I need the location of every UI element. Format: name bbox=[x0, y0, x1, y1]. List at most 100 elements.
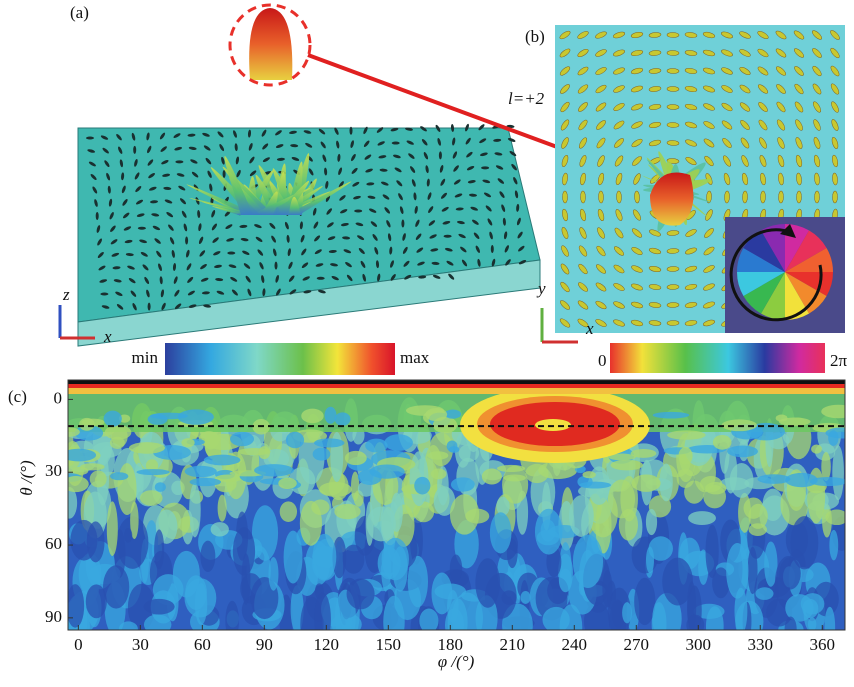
colorbar bbox=[610, 343, 825, 373]
heat-blob bbox=[632, 474, 661, 491]
heat-blob bbox=[252, 505, 278, 560]
heat-blob bbox=[225, 601, 239, 641]
heat-blob bbox=[200, 541, 215, 572]
axis-label: z bbox=[62, 285, 70, 304]
heat-blob bbox=[110, 472, 128, 480]
x-tick-label: 270 bbox=[624, 635, 650, 654]
heat-blob bbox=[70, 520, 97, 561]
heat-blob bbox=[129, 442, 165, 454]
colorbar-label: max bbox=[400, 348, 430, 367]
x-tick-label: 300 bbox=[686, 635, 712, 654]
heat-blob bbox=[686, 615, 704, 636]
molecule bbox=[580, 191, 585, 203]
heat-blob bbox=[370, 464, 405, 478]
panel-c: (c) θ /(°) φ /(°) 0306090120150180210240… bbox=[8, 380, 854, 671]
y-tick-label: 60 bbox=[45, 534, 62, 553]
y-tick-label: 90 bbox=[45, 607, 62, 626]
heat-blob bbox=[66, 584, 84, 628]
heat-blob bbox=[185, 466, 217, 477]
heat-blob bbox=[705, 482, 726, 494]
x-axis-label: φ /(°) bbox=[438, 652, 475, 671]
top-band bbox=[68, 388, 845, 394]
heat-blob bbox=[497, 465, 525, 472]
heat-blob bbox=[727, 446, 758, 458]
heat-blob bbox=[602, 570, 612, 608]
y-axis-label: θ /(°) bbox=[17, 460, 36, 496]
heat-blob bbox=[90, 471, 107, 488]
heat-blob bbox=[107, 501, 118, 556]
heat-blob bbox=[490, 512, 512, 553]
heat-blob bbox=[810, 477, 847, 486]
heat-blob bbox=[155, 482, 166, 492]
axis-label: x bbox=[585, 319, 594, 338]
heat-blob bbox=[435, 584, 467, 600]
molecule bbox=[667, 50, 679, 55]
heat-blob bbox=[583, 471, 596, 478]
colorbar-label: min bbox=[132, 348, 159, 367]
molecule bbox=[667, 122, 679, 128]
heat-blob bbox=[451, 477, 475, 491]
heat-blob bbox=[779, 418, 811, 426]
annotation: l=+2 bbox=[508, 89, 545, 108]
heat-blob bbox=[649, 536, 673, 560]
x-tick-label: 30 bbox=[132, 635, 149, 654]
heat-blob bbox=[286, 432, 304, 449]
molecule bbox=[275, 262, 278, 270]
heat-blob bbox=[313, 448, 331, 461]
heat-blob bbox=[233, 527, 255, 575]
x-tick-label: 210 bbox=[500, 635, 526, 654]
heat-blob bbox=[382, 538, 409, 581]
heat-blob bbox=[414, 477, 430, 495]
heat-blob bbox=[345, 451, 367, 465]
heat-blob bbox=[559, 569, 572, 593]
molecule bbox=[350, 127, 353, 135]
heat-blob bbox=[832, 445, 844, 500]
molecule bbox=[185, 237, 188, 245]
y-tick-label: 30 bbox=[45, 461, 62, 480]
heat-blob bbox=[653, 412, 690, 419]
panel-b: (b) l=+2 y x 0 2π bbox=[508, 25, 848, 373]
colorbar bbox=[165, 343, 395, 375]
heat-blob bbox=[278, 478, 297, 489]
molecule bbox=[317, 277, 325, 280]
molecule bbox=[667, 320, 679, 325]
heat-blob bbox=[82, 419, 105, 426]
heat-blob bbox=[104, 411, 122, 427]
heat-blob bbox=[611, 460, 643, 471]
x-tick-label: 60 bbox=[194, 635, 211, 654]
molecule bbox=[392, 142, 400, 145]
heat-blob bbox=[366, 502, 374, 546]
heat-blob bbox=[314, 438, 344, 447]
molecule bbox=[667, 248, 679, 254]
molecule bbox=[354, 209, 362, 212]
heat-blob bbox=[343, 545, 365, 574]
molecule bbox=[616, 191, 621, 203]
heat-blob bbox=[535, 509, 563, 555]
colorbar-label: 0 bbox=[598, 351, 607, 370]
molecule bbox=[667, 140, 679, 146]
heat-blob bbox=[105, 425, 132, 440]
molecule bbox=[481, 166, 489, 169]
x-tick-label: 360 bbox=[810, 635, 836, 654]
top-band bbox=[68, 384, 845, 388]
heat-blob bbox=[335, 412, 351, 425]
heat-blob bbox=[726, 543, 748, 599]
heat-blob bbox=[755, 587, 773, 600]
heat-blob bbox=[301, 409, 323, 424]
molecule bbox=[667, 266, 679, 271]
heat-blob bbox=[678, 447, 692, 465]
molecule bbox=[100, 293, 108, 296]
heat-blob bbox=[189, 483, 201, 537]
molecule bbox=[598, 191, 603, 203]
heat-blob bbox=[667, 430, 706, 439]
molecule bbox=[796, 191, 801, 203]
molecule bbox=[667, 104, 679, 109]
heat-blob bbox=[211, 522, 229, 536]
heat-blob bbox=[569, 495, 594, 537]
heat-blob bbox=[579, 482, 611, 489]
heat-blob bbox=[103, 565, 129, 608]
heat-blob bbox=[450, 555, 462, 583]
heat-blob bbox=[140, 490, 163, 506]
molecule bbox=[148, 303, 151, 311]
molecule bbox=[175, 160, 183, 163]
